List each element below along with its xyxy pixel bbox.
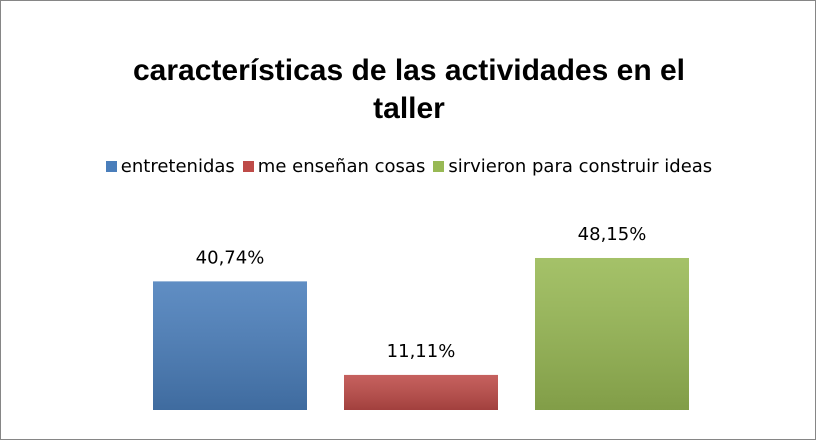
legend-label: entretenidas <box>120 156 235 177</box>
legend-swatch <box>242 161 254 172</box>
legend-item: me enseñan cosas <box>242 156 426 177</box>
legend: entretenidas me enseñan cosas sirvieron pa… <box>0 156 818 177</box>
legend-label: me enseñan cosas <box>257 156 426 177</box>
legend-item: sirvieron para construir ideas <box>433 156 712 177</box>
bar-shade <box>535 257 689 410</box>
data-label: 40,74% <box>196 247 265 268</box>
legend-label: sirvieron para construir ideas <box>448 156 713 177</box>
legend-item: entretenidas <box>105 156 235 177</box>
bar-shade <box>344 374 498 410</box>
data-label: 11,11% <box>387 341 456 362</box>
legend-swatch <box>105 161 117 172</box>
legend-swatch <box>433 161 445 172</box>
bar-shade <box>153 281 307 410</box>
chart-title: características de las actividades en el… <box>133 54 685 125</box>
data-label: 48,15% <box>578 224 647 245</box>
